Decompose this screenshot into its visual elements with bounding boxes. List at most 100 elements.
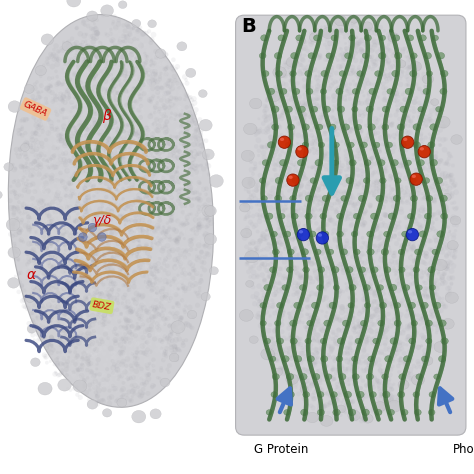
- Point: [145, 72, 152, 79]
- Point: [336, 29, 344, 36]
- Point: [415, 360, 422, 368]
- Point: [153, 201, 161, 208]
- Point: [370, 192, 377, 200]
- Point: [134, 363, 142, 370]
- Point: [109, 220, 117, 228]
- Point: [173, 277, 181, 285]
- Point: [342, 251, 350, 258]
- Ellipse shape: [442, 319, 454, 329]
- Point: [77, 297, 85, 305]
- Point: [178, 179, 186, 187]
- Point: [162, 255, 169, 263]
- Point: [102, 35, 110, 42]
- Point: [324, 237, 331, 244]
- Point: [23, 251, 31, 258]
- Point: [86, 206, 93, 213]
- Point: [297, 43, 304, 51]
- Point: [354, 129, 361, 137]
- Point: [349, 53, 357, 61]
- Point: [94, 250, 102, 257]
- Point: [289, 59, 296, 67]
- Point: [179, 215, 187, 222]
- Point: [108, 228, 115, 236]
- Point: [106, 261, 113, 269]
- Point: [444, 262, 452, 270]
- Point: [315, 278, 323, 286]
- Point: [353, 279, 360, 287]
- Point: [105, 318, 112, 326]
- Point: [64, 385, 72, 392]
- Point: [83, 30, 91, 38]
- Point: [301, 83, 309, 91]
- Point: [297, 272, 304, 279]
- Point: [137, 388, 144, 396]
- Text: α: α: [26, 268, 36, 282]
- Point: [50, 273, 58, 280]
- Point: [186, 282, 194, 289]
- Point: [152, 76, 159, 84]
- Point: [61, 220, 68, 228]
- Point: [295, 280, 302, 287]
- Point: [22, 184, 30, 192]
- Point: [107, 345, 115, 352]
- Point: [362, 415, 369, 422]
- Point: [267, 137, 275, 145]
- Point: [103, 339, 111, 346]
- Point: [113, 227, 120, 234]
- Point: [171, 143, 179, 151]
- Point: [104, 186, 112, 193]
- Point: [114, 89, 121, 97]
- Point: [186, 225, 194, 232]
- Point: [275, 244, 283, 252]
- Point: [126, 260, 133, 268]
- Point: [296, 110, 304, 118]
- Point: [350, 381, 358, 388]
- Point: [283, 213, 291, 220]
- Point: [75, 128, 82, 136]
- Point: [109, 357, 117, 365]
- Point: [319, 365, 327, 373]
- Point: [332, 355, 339, 362]
- Point: [344, 130, 351, 137]
- Point: [75, 234, 83, 241]
- Point: [287, 96, 294, 104]
- Point: [166, 275, 173, 283]
- Point: [263, 227, 270, 234]
- Point: [91, 215, 99, 223]
- Point: [334, 289, 341, 296]
- Point: [387, 121, 395, 128]
- Point: [64, 54, 72, 62]
- Point: [85, 206, 93, 213]
- Point: [391, 259, 399, 266]
- Point: [373, 330, 381, 338]
- Point: [86, 140, 93, 148]
- Point: [395, 236, 402, 243]
- Point: [415, 206, 422, 214]
- Point: [146, 258, 154, 266]
- Point: [351, 232, 358, 239]
- Point: [450, 221, 458, 229]
- Point: [337, 119, 345, 127]
- Point: [373, 292, 381, 300]
- Point: [378, 271, 386, 278]
- Point: [170, 153, 178, 160]
- Point: [189, 198, 197, 206]
- Point: [64, 87, 72, 94]
- Point: [324, 44, 332, 51]
- Point: [418, 331, 426, 339]
- Point: [164, 146, 172, 154]
- Point: [112, 291, 120, 298]
- Point: [63, 55, 70, 63]
- Point: [177, 221, 185, 228]
- Point: [334, 139, 342, 147]
- Point: [450, 231, 457, 239]
- Point: [66, 60, 73, 68]
- Point: [78, 249, 85, 256]
- Point: [89, 229, 97, 237]
- Ellipse shape: [441, 338, 448, 344]
- Point: [200, 206, 208, 214]
- Point: [356, 214, 364, 222]
- Point: [71, 145, 79, 153]
- Point: [272, 289, 280, 297]
- Point: [429, 225, 437, 233]
